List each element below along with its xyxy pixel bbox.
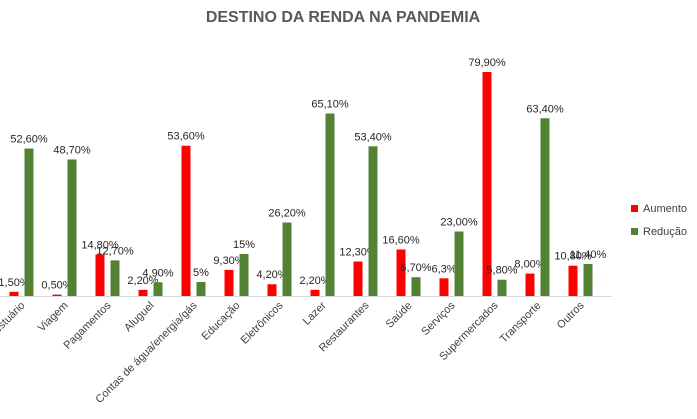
data-label-reducao-2: 12,70% — [96, 245, 134, 257]
category-label-9: Saúde — [384, 300, 415, 331]
plot-area: 1,50% 52,60% Vestuário 0,50% 48,70% Viagem 14,… — [0, 57, 612, 406]
category-label-5: Educação — [200, 300, 243, 343]
data-label-aumento-9: 16,60% — [382, 234, 420, 246]
bar-aumento-7[interactable] — [310, 289, 320, 296]
category-label-1: Viagem — [36, 300, 71, 335]
bar-reducao-9[interactable] — [411, 277, 421, 296]
data-label-reducao-10: 23,00% — [440, 217, 478, 229]
bar-reducao-10[interactable] — [454, 231, 464, 296]
bar-aumento-13[interactable] — [568, 265, 578, 296]
bar-aumento-6[interactable] — [267, 284, 277, 296]
data-label-aumento-0: 1,50% — [0, 277, 30, 289]
data-label-reducao-0: 52,60% — [10, 134, 48, 146]
bar-aumento-2[interactable] — [95, 254, 105, 296]
data-label-reducao-8: 53,40% — [354, 131, 392, 143]
bar-reducao-11[interactable] — [497, 279, 507, 296]
data-label-reducao-4: 5% — [193, 267, 209, 279]
category-label-7: Lazer — [301, 299, 329, 327]
bar-aumento-12[interactable] — [525, 273, 535, 296]
category-label-6: Eletrônicos — [239, 299, 286, 346]
bar-reducao-5[interactable] — [239, 253, 249, 296]
category-label-12: Transporte — [498, 300, 544, 346]
legend-label-reducao: Redução — [643, 226, 687, 238]
data-label-reducao-5: 15% — [233, 239, 255, 251]
data-label-aumento-12: 8,00% — [514, 259, 545, 271]
bar-reducao-6[interactable] — [282, 222, 292, 296]
bar-reducao-7[interactable] — [325, 113, 335, 296]
data-label-reducao-11: 5,80% — [486, 265, 517, 277]
bar-reducao-13[interactable] — [583, 264, 593, 296]
bar-reducao-1[interactable] — [67, 159, 77, 296]
data-label-aumento-11: 79,90% — [468, 57, 506, 69]
category-label-3: Aluguel — [122, 300, 156, 334]
data-label-aumento-2: 14,80% — [81, 240, 119, 252]
legend-swatch-aumento — [631, 205, 638, 212]
category-label-0: Vestuário — [0, 300, 28, 341]
data-label-reducao-13: 11,40% — [570, 249, 607, 261]
legend-label-aumento: Aumento — [643, 203, 687, 215]
data-label-aumento-13: 10,80% — [554, 251, 592, 263]
bar-aumento-1[interactable] — [52, 294, 62, 296]
chart-title: DESTINO DA RENDA NA PANDEMIA — [206, 9, 481, 26]
data-label-aumento-6: 4,20% — [256, 269, 287, 281]
bar-aumento-5[interactable] — [224, 269, 234, 296]
data-label-aumento-10: 6,3% — [431, 263, 456, 275]
data-label-aumento-7: 2,20% — [299, 275, 330, 287]
data-label-reducao-3: 4,90% — [142, 267, 173, 279]
legend-swatch-reducao — [631, 228, 638, 235]
bar-aumento-8[interactable] — [353, 261, 363, 296]
bar-reducao-4[interactable] — [196, 281, 206, 296]
data-label-reducao-1: 48,70% — [53, 144, 91, 156]
data-label-aumento-4: 53,60% — [167, 131, 205, 143]
data-label-reducao-6: 26,20% — [268, 208, 306, 220]
bar-reducao-3[interactable] — [153, 282, 163, 296]
data-label-reducao-12: 63,40% — [526, 103, 564, 115]
bar-aumento-11[interactable] — [482, 72, 492, 296]
category-label-10: Serviços — [419, 299, 458, 338]
bar-reducao-8[interactable] — [368, 146, 378, 296]
bar-reducao-2[interactable] — [110, 260, 120, 296]
legend: Aumento Redução — [631, 203, 687, 238]
data-label-reducao-7: 65,10% — [311, 98, 349, 110]
bar-aumento-10[interactable] — [439, 278, 449, 296]
data-label-reducao-9: 6,70% — [400, 262, 431, 274]
data-label-aumento-8: 12,30% — [339, 247, 377, 259]
bar-aumento-4[interactable] — [181, 145, 191, 296]
bar-reducao-12[interactable] — [540, 118, 550, 297]
bar-reducao-0[interactable] — [24, 148, 34, 296]
category-label-13: Outros — [555, 299, 587, 331]
bar-aumento-3[interactable] — [138, 289, 148, 296]
bar-aumento-9[interactable] — [396, 249, 406, 296]
bar-aumento-0[interactable] — [9, 291, 19, 296]
data-label-aumento-3: 2,20% — [127, 275, 158, 287]
data-label-aumento-5: 9,30% — [213, 255, 244, 267]
data-label-aumento-1: 0,50% — [41, 280, 72, 292]
